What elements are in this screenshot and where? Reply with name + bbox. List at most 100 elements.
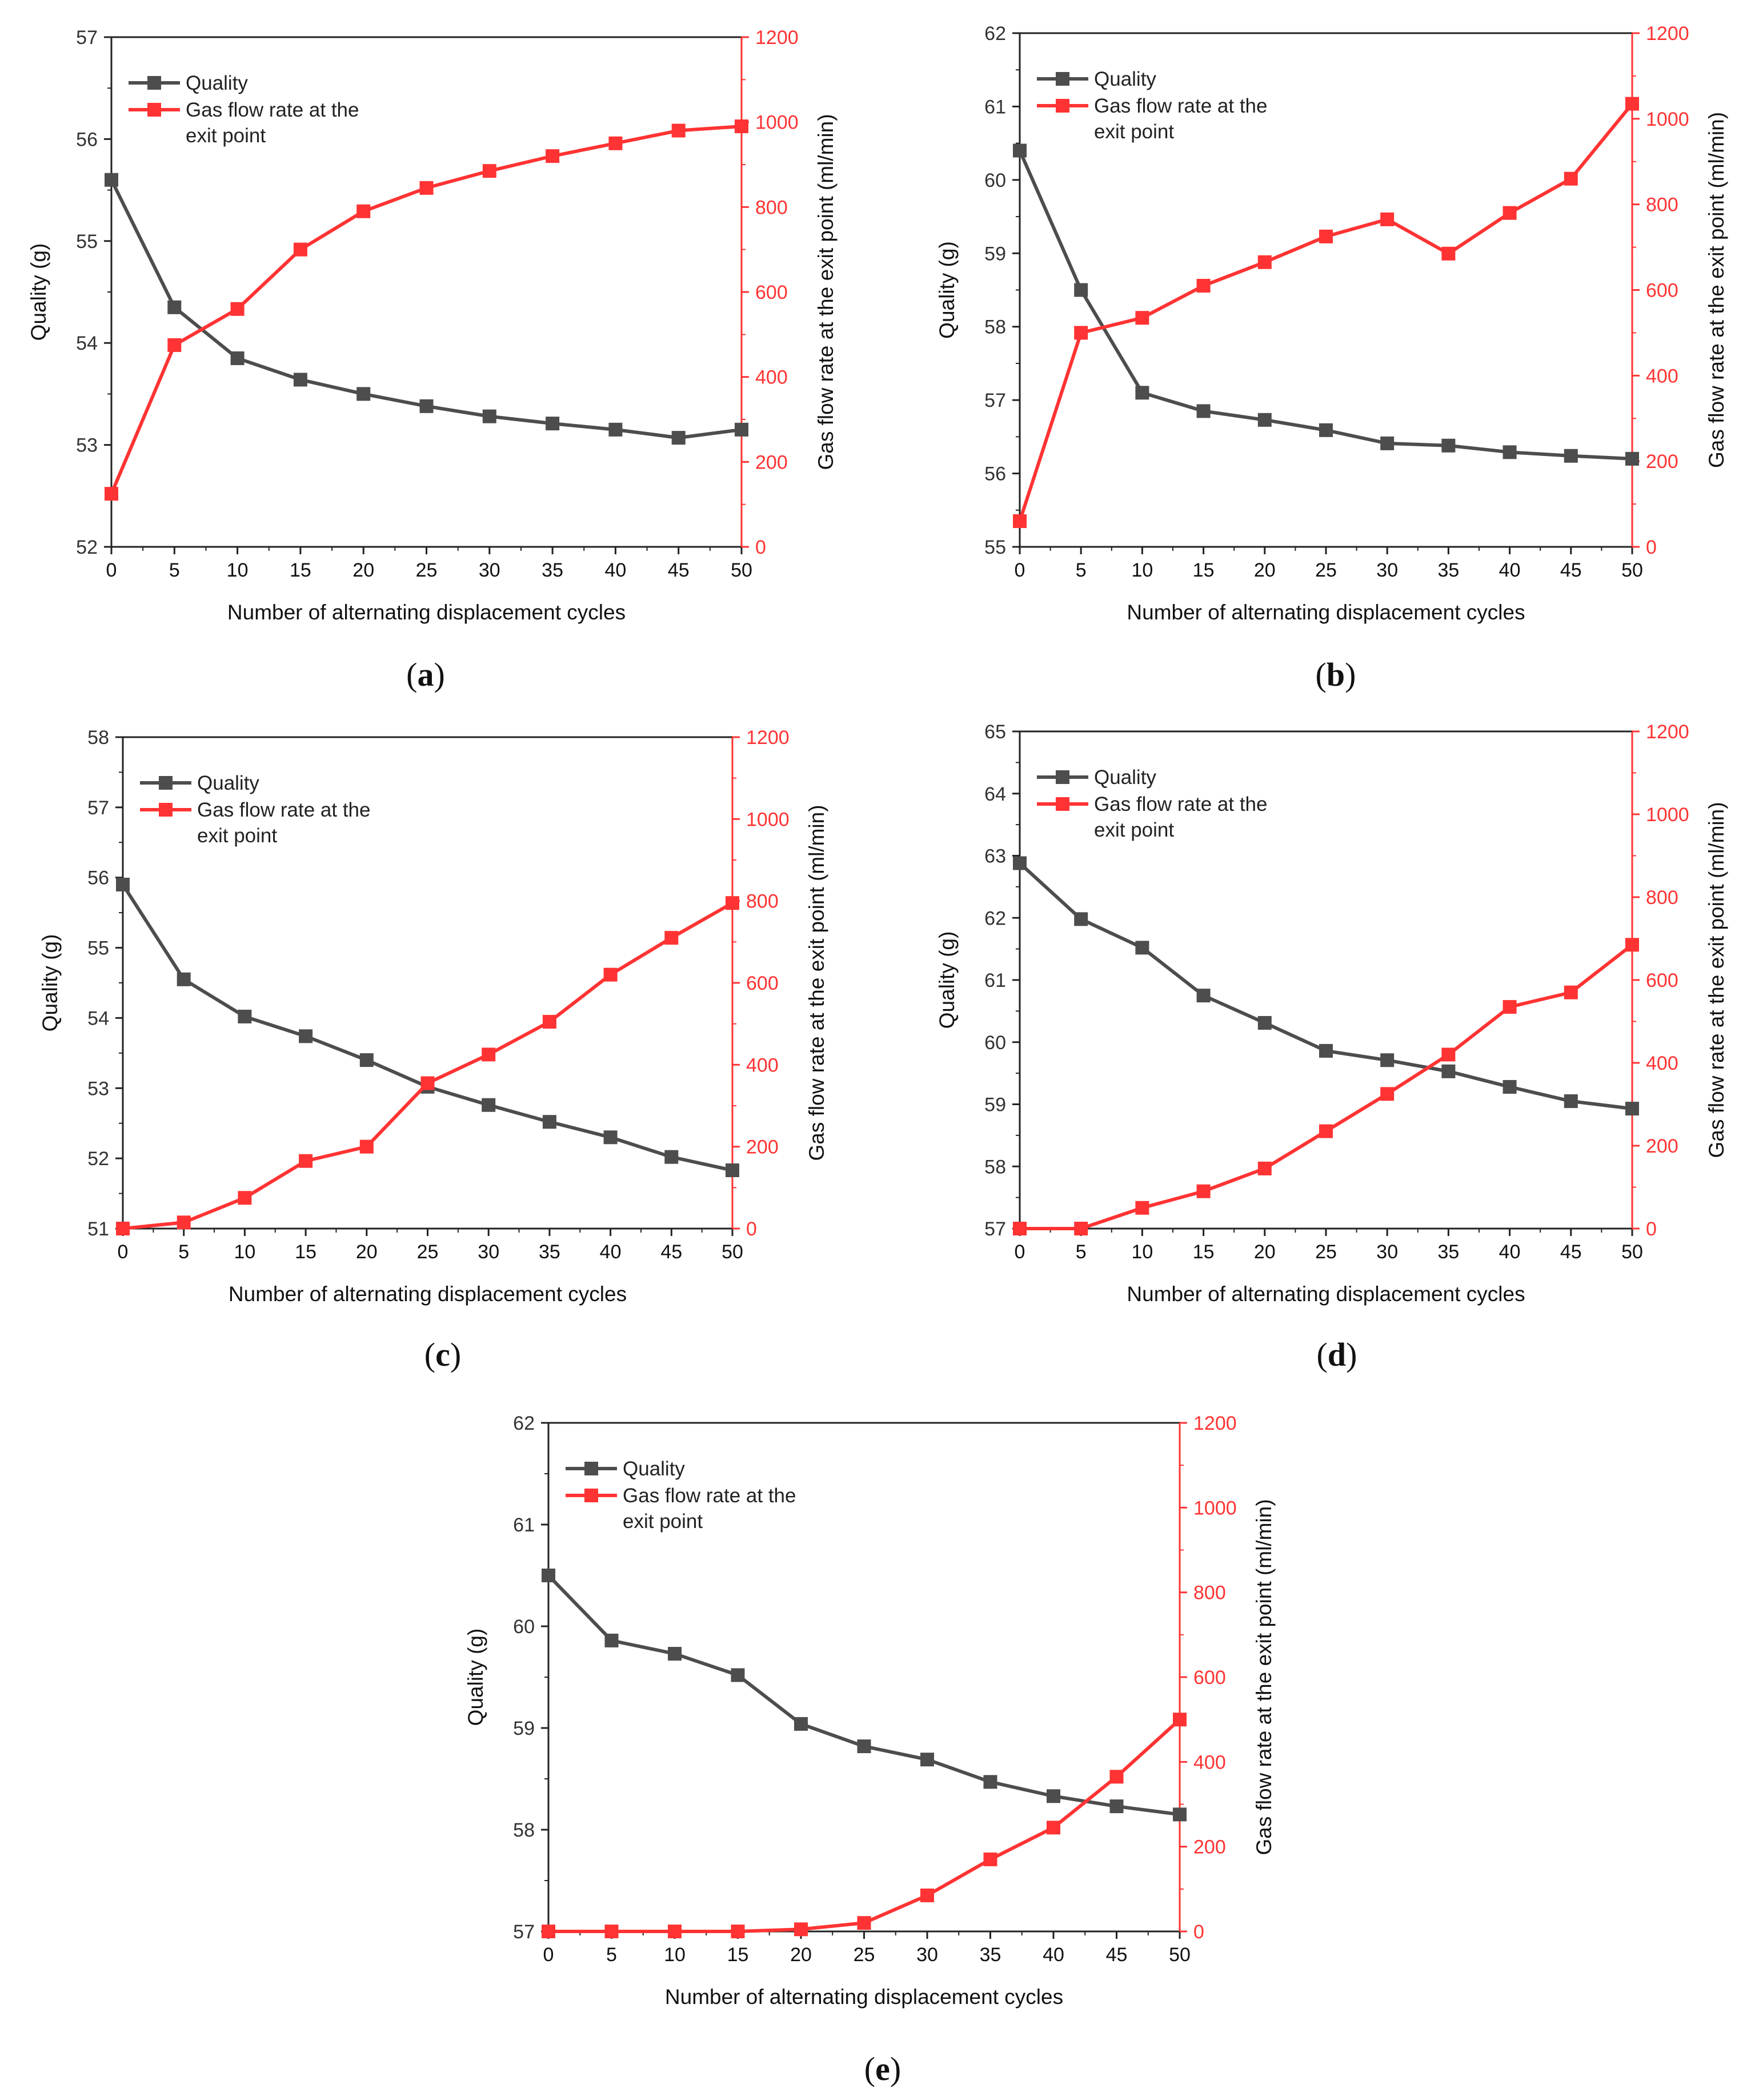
legend-quality-marker-b [1056,72,1069,86]
y-tick-label-d: 58 [984,1156,1006,1178]
x-tick-label-e: 20 [790,1944,812,1966]
x-tick-label-a: 0 [106,559,117,581]
y2-tick-label-b: 800 [1646,194,1678,216]
x-tick-label-d: 10 [1131,1241,1153,1263]
gas-point-c [482,1047,496,1062]
gas-series-line-b [1018,102,1634,522]
legend-gas-label-line2-e: exit point [623,1510,703,1533]
x-tick-label-c: 5 [178,1241,189,1263]
gas-point-d [1380,1087,1395,1101]
chart-b: 0 5 10 15 20 25 30 35 40 45 50 55 56 57 58 59 60 61 62 0 200… [935,23,1728,693]
x-tick-label-a: 45 [668,559,690,581]
quality-point-a [482,409,496,423]
gas-point-a [293,242,307,257]
x-tick-label-d: 30 [1376,1241,1398,1263]
y2-tick-label-a: 200 [755,451,788,473]
x-axis-title-e: Number of alternating displacement cycle… [665,1985,1063,2009]
x-axis-title-a: Number of alternating displacement cycle… [227,601,626,624]
quality-point-d [1257,1016,1272,1030]
x-tick-label-b: 5 [1076,559,1087,581]
y2-tick-label-a: 400 [755,367,788,389]
x-tick-label-b: 25 [1315,559,1337,581]
quality-point-e [731,1668,745,1682]
quality-point-d [1319,1043,1333,1058]
y2-axis-title-c: Gas flow rate at the exit point (ml/min) [805,805,828,1161]
quality-point-a [608,422,623,437]
y2-tick-label-c: 0 [746,1218,757,1240]
y2-tick-label-a: 1000 [755,112,799,134]
quality-point-b [1196,404,1211,418]
y2-tick-label-c: 800 [746,891,779,913]
x-axis-title-d: Number of alternating displacement cycle… [1127,1282,1525,1306]
y2-tick-label-b: 1000 [1646,109,1689,130]
gas-point-b [1319,229,1333,243]
y-tick-label-e: 59 [513,1718,535,1739]
x-axis-title-c: Number of alternating displacement cycle… [229,1282,627,1306]
legend-quality-label-b: Quality [1094,68,1156,90]
quality-point-a [546,417,560,431]
panel-label-open-e: ( [864,2050,875,2087]
legend-quality-label-c: Quality [197,772,259,794]
gas-point-b [1196,279,1211,293]
y-tick-label-d: 60 [984,1032,1006,1054]
y2-axis-title-e: Gas flow rate at the exit point (ml/min) [1252,1499,1276,1855]
quality-point-e [542,1569,555,1582]
gas-point-e [604,1925,619,1938]
x-tick-label-a: 15 [290,559,311,581]
x-tick-label-c: 20 [356,1241,378,1263]
panel-label-letter-a: a [418,656,434,693]
y2-tick-label-d: 400 [1646,1053,1678,1074]
gas-point-a [167,338,182,352]
gas-point-e [920,1888,934,1902]
gas-point-b [1135,311,1149,325]
panel-label-open-d: ( [1317,1336,1328,1373]
gas-point-e [1047,1821,1060,1835]
y-tick-label-c: 54 [87,1007,109,1029]
quality-point-e [794,1717,808,1731]
x-tick-label-d: 40 [1499,1241,1521,1263]
gas-point-d [1502,1000,1517,1014]
gas-point-c [299,1154,313,1168]
y-tick-label-c: 56 [87,867,109,889]
gas-point-b [1257,255,1272,269]
gas-point-d [1319,1124,1333,1138]
quality-point-b [1380,436,1395,450]
y-tick-label-b: 62 [984,23,1006,45]
gas-point-b [1074,326,1088,340]
x-tick-label-e: 45 [1106,1944,1128,1966]
y2-tick-label-e: 1000 [1193,1497,1237,1519]
gas-point-e [668,1925,682,1938]
quality-point-d [1380,1053,1395,1067]
quality-point-a [419,399,434,413]
y-tick-label-b: 56 [984,463,1006,485]
y-tick-label-d: 57 [984,1218,1006,1240]
y2-tick-label-c: 600 [746,973,779,994]
gas-point-d [1257,1161,1272,1175]
panel-label-letter-e: e [875,2050,890,2087]
quality-point-d [1196,989,1211,1003]
gas-point-e [1173,1713,1187,1727]
quality-point-d [1013,856,1027,870]
y2-axis-title-d: Gas flow rate at the exit point (ml/min) [1705,802,1728,1158]
x-tick-label-d: 50 [1621,1241,1643,1263]
x-tick-label-e: 40 [1043,1944,1064,1966]
panel-label-open-a: ( [406,656,417,693]
quality-point-b [1257,413,1272,427]
quality-point-e [668,1647,682,1661]
x-axis-title-b: Number of alternating displacement cycle… [1127,601,1525,624]
x-tick-label-b: 15 [1193,559,1215,581]
gas-point-d [1564,985,1578,999]
y2-tick-label-e: 0 [1193,1921,1204,1943]
legend-gas-label-line2-a: exit point [186,125,266,147]
y-tick-label-a: 55 [76,231,98,253]
quality-point-d [1502,1080,1517,1094]
x-tick-label-c: 0 [118,1241,129,1263]
y2-tick-label-a: 1200 [755,27,799,49]
y-tick-label-c: 58 [87,727,109,749]
y2-tick-label-c: 1200 [746,727,790,749]
y2-tick-label-d: 800 [1646,887,1678,909]
gas-point-c [726,896,739,910]
x-tick-label-a: 40 [604,559,626,581]
x-tick-label-b: 30 [1376,559,1398,581]
gas-point-d [1441,1047,1456,1062]
